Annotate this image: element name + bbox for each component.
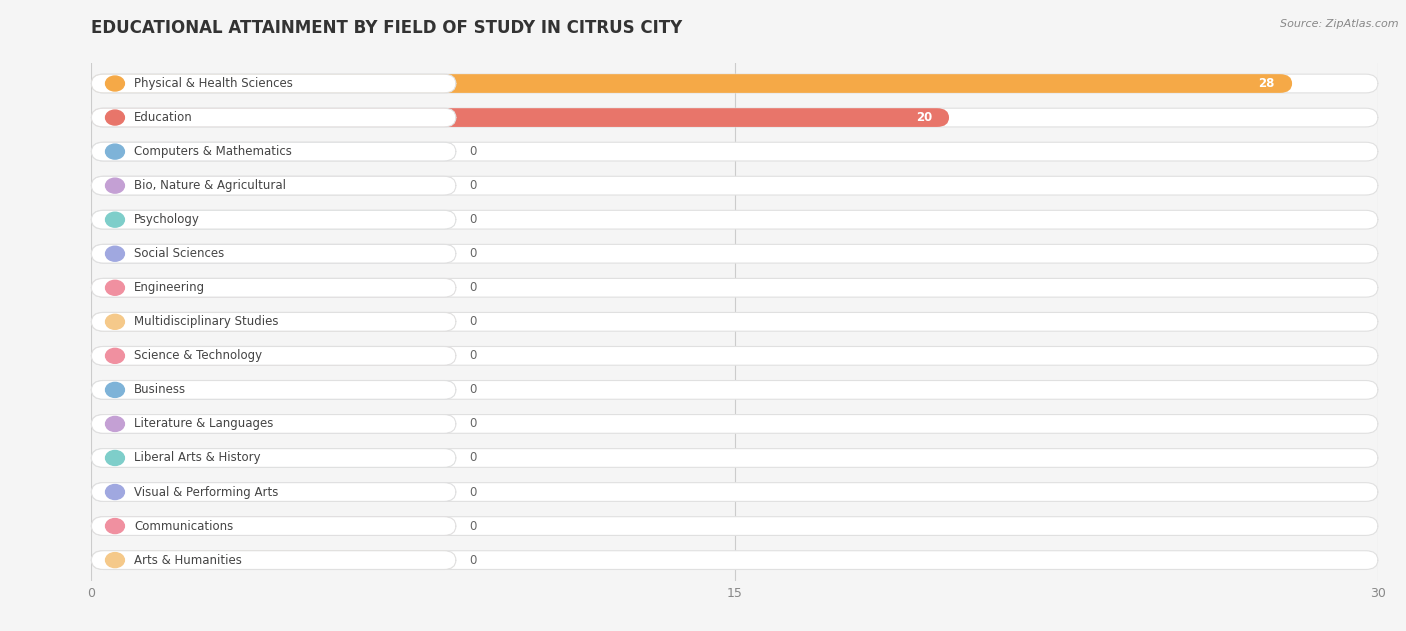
Text: Literature & Languages: Literature & Languages	[135, 418, 274, 430]
Circle shape	[105, 76, 124, 91]
Text: Business: Business	[135, 384, 187, 396]
FancyBboxPatch shape	[91, 278, 456, 297]
Circle shape	[105, 382, 124, 398]
Text: Arts & Humanities: Arts & Humanities	[135, 553, 242, 567]
FancyBboxPatch shape	[91, 551, 456, 569]
FancyBboxPatch shape	[91, 380, 456, 399]
Circle shape	[105, 246, 124, 261]
FancyBboxPatch shape	[91, 449, 1378, 468]
FancyBboxPatch shape	[91, 108, 949, 127]
FancyBboxPatch shape	[91, 483, 1378, 502]
FancyBboxPatch shape	[91, 415, 456, 433]
FancyBboxPatch shape	[91, 176, 456, 195]
FancyBboxPatch shape	[91, 142, 456, 161]
FancyBboxPatch shape	[91, 551, 456, 569]
FancyBboxPatch shape	[91, 74, 1292, 93]
FancyBboxPatch shape	[91, 517, 1378, 536]
FancyBboxPatch shape	[91, 244, 1378, 263]
Text: 0: 0	[468, 247, 477, 260]
Circle shape	[105, 348, 124, 363]
Text: 0: 0	[468, 519, 477, 533]
FancyBboxPatch shape	[91, 210, 456, 229]
Circle shape	[105, 144, 124, 159]
FancyBboxPatch shape	[91, 142, 456, 161]
FancyBboxPatch shape	[91, 278, 1378, 297]
Text: Liberal Arts & History: Liberal Arts & History	[135, 451, 262, 464]
FancyBboxPatch shape	[91, 380, 456, 399]
Text: 0: 0	[468, 281, 477, 294]
Text: EDUCATIONAL ATTAINMENT BY FIELD OF STUDY IN CITRUS CITY: EDUCATIONAL ATTAINMENT BY FIELD OF STUDY…	[91, 19, 683, 37]
Text: Computers & Mathematics: Computers & Mathematics	[135, 145, 292, 158]
FancyBboxPatch shape	[91, 517, 456, 536]
Text: Multidisciplinary Studies: Multidisciplinary Studies	[135, 316, 278, 328]
Text: Psychology: Psychology	[135, 213, 200, 226]
Circle shape	[105, 110, 124, 125]
Text: 0: 0	[468, 485, 477, 498]
FancyBboxPatch shape	[91, 176, 456, 195]
Text: Bio, Nature & Agricultural: Bio, Nature & Agricultural	[135, 179, 287, 192]
Text: 0: 0	[468, 384, 477, 396]
Circle shape	[105, 280, 124, 295]
FancyBboxPatch shape	[91, 244, 456, 263]
Text: 0: 0	[468, 418, 477, 430]
Circle shape	[105, 485, 124, 500]
FancyBboxPatch shape	[91, 517, 456, 536]
FancyBboxPatch shape	[91, 176, 1378, 195]
Text: 28: 28	[1258, 77, 1275, 90]
FancyBboxPatch shape	[91, 74, 1378, 93]
Text: Social Sciences: Social Sciences	[135, 247, 225, 260]
FancyBboxPatch shape	[91, 278, 456, 297]
Circle shape	[105, 314, 124, 329]
FancyBboxPatch shape	[91, 312, 456, 331]
Text: 0: 0	[468, 213, 477, 226]
Text: 0: 0	[468, 145, 477, 158]
Circle shape	[105, 416, 124, 432]
Circle shape	[105, 451, 124, 466]
Text: 0: 0	[468, 451, 477, 464]
FancyBboxPatch shape	[91, 415, 456, 433]
FancyBboxPatch shape	[91, 346, 456, 365]
FancyBboxPatch shape	[91, 108, 1378, 127]
Text: 0: 0	[468, 350, 477, 362]
FancyBboxPatch shape	[91, 415, 1378, 433]
Text: Communications: Communications	[135, 519, 233, 533]
Text: Visual & Performing Arts: Visual & Performing Arts	[135, 485, 278, 498]
Circle shape	[105, 553, 124, 568]
Text: 20: 20	[915, 111, 932, 124]
Text: Science & Technology: Science & Technology	[135, 350, 263, 362]
FancyBboxPatch shape	[91, 483, 456, 502]
FancyBboxPatch shape	[91, 312, 1378, 331]
Text: 0: 0	[468, 179, 477, 192]
FancyBboxPatch shape	[91, 449, 456, 468]
Circle shape	[105, 212, 124, 227]
FancyBboxPatch shape	[91, 346, 1378, 365]
Circle shape	[105, 519, 124, 534]
Text: 0: 0	[468, 316, 477, 328]
FancyBboxPatch shape	[91, 210, 1378, 229]
Text: Physical & Health Sciences: Physical & Health Sciences	[135, 77, 292, 90]
FancyBboxPatch shape	[91, 74, 456, 93]
Text: Education: Education	[135, 111, 193, 124]
FancyBboxPatch shape	[91, 142, 1378, 161]
Text: 0: 0	[468, 553, 477, 567]
FancyBboxPatch shape	[91, 244, 456, 263]
FancyBboxPatch shape	[91, 108, 456, 127]
FancyBboxPatch shape	[91, 449, 456, 468]
FancyBboxPatch shape	[91, 483, 456, 502]
FancyBboxPatch shape	[91, 346, 456, 365]
Circle shape	[105, 178, 124, 193]
FancyBboxPatch shape	[91, 380, 1378, 399]
Text: Engineering: Engineering	[135, 281, 205, 294]
Text: Source: ZipAtlas.com: Source: ZipAtlas.com	[1281, 19, 1399, 29]
FancyBboxPatch shape	[91, 312, 456, 331]
FancyBboxPatch shape	[91, 551, 1378, 569]
FancyBboxPatch shape	[91, 210, 456, 229]
